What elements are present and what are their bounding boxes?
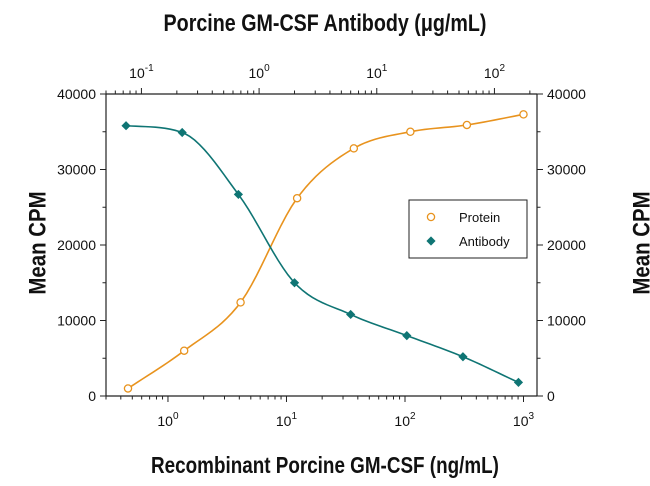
protein-fit-curve — [127, 113, 524, 390]
data-points — [121, 110, 528, 393]
antibody-fit-curve — [125, 124, 519, 384]
protein-point — [406, 127, 415, 136]
antibody-point — [513, 377, 524, 388]
protein-point — [349, 144, 359, 153]
y-left-tick-label: 30000 — [57, 162, 96, 178]
x-top-tick-label: 10-1 — [129, 63, 154, 81]
y-right-tick-label: 20000 — [547, 237, 586, 253]
x-bottom-tick-label: 100 — [157, 411, 179, 429]
antibody-point — [402, 331, 412, 341]
protein-point — [179, 346, 189, 355]
fit-curves — [125, 113, 524, 390]
legend-box — [408, 199, 528, 259]
axes: 100 101 102 103 10-1 100 101 102 0 0 10000 10000 200… — [57, 63, 586, 429]
y-left-tick-label: 40000 — [57, 86, 96, 102]
antibody-point — [346, 309, 356, 320]
protein-point — [519, 110, 528, 119]
legend-label-antibody: Antibody — [459, 234, 510, 249]
antibody-point — [177, 127, 187, 138]
top-axis-title: Porcine GM-CSF Antibody (μg/mL) — [163, 10, 487, 37]
x-axis-title: Recombinant Porcine GM-CSF (ng/mL) — [151, 452, 499, 478]
x-top-tick-label: 102 — [484, 63, 506, 81]
legend: Protein Antibody — [408, 199, 528, 259]
x-top-tick-label: 101 — [366, 63, 388, 81]
y-right-tick-label: 40000 — [547, 86, 586, 102]
legend-label-protein: Protein — [459, 210, 500, 225]
y-right-tick-label: 10000 — [547, 313, 586, 329]
y-left-tick-label: 0 — [88, 388, 96, 404]
y-left-tick-label: 20000 — [57, 237, 96, 253]
antibody-point — [458, 352, 468, 362]
protein-point — [123, 384, 133, 393]
antibody-point — [233, 189, 243, 200]
x-top-tick-label: 100 — [249, 63, 271, 81]
protein-point — [292, 193, 302, 203]
x-bottom-tick-label: 101 — [276, 411, 298, 429]
protein-point — [236, 298, 245, 307]
antibody-point — [121, 121, 131, 131]
x-bottom-tick-label: 102 — [394, 411, 416, 429]
legend-marker-protein — [426, 212, 436, 222]
legend-marker-antibody — [426, 236, 436, 246]
y-right-tick-label: 0 — [547, 388, 555, 404]
y-left-tick-label: 10000 — [57, 313, 96, 329]
protein-point — [462, 120, 472, 130]
antibody-point — [289, 278, 300, 288]
x-bottom-tick-label: 103 — [513, 411, 535, 429]
y-right-tick-label: 30000 — [547, 162, 586, 178]
